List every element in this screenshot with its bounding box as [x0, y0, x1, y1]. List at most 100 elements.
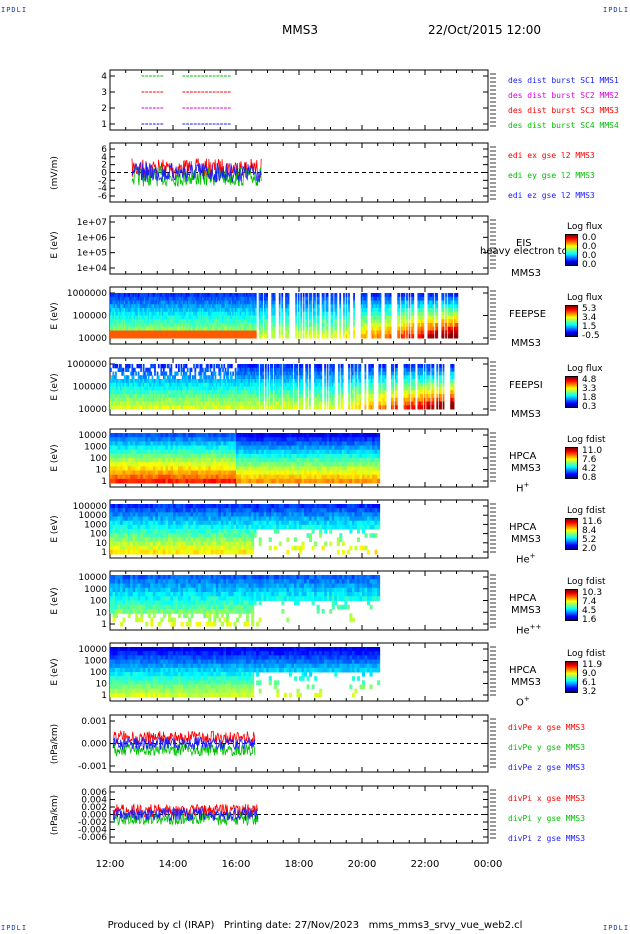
spectrogram-cell: [321, 334, 324, 339]
spectrogram-cell: [151, 315, 154, 320]
spectrogram-cell: [122, 319, 125, 324]
spectrogram-cell: [184, 311, 187, 316]
spectrogram-cell: [140, 304, 142, 309]
spectrogram-cell: [203, 326, 205, 331]
spectrogram-cell: [378, 293, 381, 298]
spectrogram-cell: [359, 367, 362, 372]
spectrogram-cell: [412, 311, 415, 316]
spectrogram-cell: [280, 382, 282, 387]
spectrogram-cell: [230, 311, 233, 316]
spectrogram-cell: [264, 382, 267, 387]
spectrogram-cell: [375, 334, 378, 339]
spectrogram-cell: [287, 311, 290, 316]
spectrogram-cell: [115, 326, 117, 331]
spectrogram-cell: [138, 323, 141, 328]
spectrogram-cell: [264, 330, 267, 335]
spectrogram-cell: [430, 300, 432, 305]
spectrogram-cell: [316, 300, 319, 305]
spectrogram-cell: [309, 330, 311, 335]
spectrogram-cell: [200, 311, 203, 316]
spectrogram-cell: [183, 319, 185, 324]
spectrogram-cell: [377, 304, 379, 309]
spectrogram-cell: [408, 401, 411, 406]
spectrogram-cell: [388, 326, 391, 331]
spectrogram-cell: [397, 293, 400, 298]
spectrogram-cell: [401, 304, 403, 309]
spectrogram-cell: [345, 308, 348, 313]
spectrogram-cell: [317, 319, 320, 324]
spectrogram-cell: [441, 326, 444, 331]
spectrogram-cell: [379, 386, 382, 391]
spectrogram-cell: [263, 319, 266, 324]
spectrogram-cell: [123, 319, 126, 324]
spectrogram-cell: [363, 330, 366, 335]
spectrogram-cell: [165, 334, 168, 339]
spectrogram-cell: [161, 293, 164, 298]
spectrogram-cell: [227, 315, 229, 320]
spectrogram-cell: [397, 319, 400, 324]
spectrogram-cell: [431, 315, 434, 320]
spectrogram-cell: [154, 300, 156, 305]
spectrogram-cell: [397, 330, 400, 335]
spectrogram-cell: [378, 311, 381, 316]
spectrogram-cell: [140, 293, 142, 298]
spectrogram-cell: [141, 296, 144, 301]
spectrogram-cell: [215, 330, 218, 335]
spectrogram-cell: [136, 304, 139, 309]
spectrogram-cell: [193, 334, 195, 339]
spectrogram-cell: [201, 300, 204, 305]
spectrogram-cell: [258, 326, 261, 331]
spectrogram-cell: [236, 319, 238, 324]
spectrogram-cell: [152, 304, 155, 309]
spectrogram-cell: [310, 330, 313, 335]
spectrogram-cell: [193, 315, 195, 320]
spectrogram-cell: [243, 330, 246, 335]
spectrogram-cell: [126, 397, 129, 402]
spectrogram-cell: [370, 296, 373, 301]
spectrogram-cell: [401, 326, 403, 331]
spectrogram-cell: [455, 304, 457, 309]
spectrogram-cell: [363, 296, 366, 301]
spectrogram-cell: [317, 308, 320, 313]
spectrogram-cell: [306, 334, 309, 339]
spectrogram-cell: [403, 323, 406, 328]
spectrogram-cell: [309, 326, 311, 331]
spectrogram-cell: [200, 319, 203, 324]
spectrogram-cell: [312, 308, 315, 313]
spectrogram-cell: [122, 308, 125, 313]
spectrogram-cell: [320, 390, 323, 395]
spectrogram-cell: [338, 364, 340, 369]
spectrogram-cell: [225, 326, 228, 331]
spectrogram-cell: [116, 405, 119, 410]
spectrogram-cell: [220, 296, 223, 301]
spectrogram-cell: [422, 319, 425, 324]
spectrogram-cell: [243, 293, 246, 298]
spectrogram-cell: [147, 304, 150, 309]
spectrogram-cell: [194, 300, 197, 305]
spectrogram-cell: [121, 367, 124, 372]
spectrogram-cell: [165, 304, 168, 309]
spectrogram-cell: [222, 311, 224, 316]
spectrogram-cell: [285, 319, 287, 324]
spectrogram-cell: [422, 308, 425, 313]
spectrogram-cell: [267, 386, 270, 391]
spectrogram-cell: [353, 300, 355, 305]
spectrogram-cell: [112, 323, 115, 328]
spectrogram-cell: [320, 405, 323, 410]
spectrogram-cell: [113, 308, 116, 313]
spectrogram-cell: [259, 311, 262, 316]
spectrogram-cell: [445, 308, 447, 313]
spectrogram-cell: [127, 394, 130, 399]
spectrogram-cell: [222, 304, 224, 309]
spectrogram-cell: [233, 319, 236, 324]
spectrogram-cell: [392, 405, 394, 410]
spectrogram-cell: [228, 296, 231, 301]
spectrogram-cell: [271, 311, 274, 316]
spectrogram-cell: [142, 304, 145, 309]
spectrogram-cell: [392, 367, 394, 372]
spectrogram-cell: [186, 300, 189, 305]
spectrogram-cell: [418, 293, 421, 298]
spectrogram-cell: [160, 323, 163, 328]
spectrogram-cell: [455, 296, 457, 301]
spectrogram-cell: [214, 300, 217, 305]
